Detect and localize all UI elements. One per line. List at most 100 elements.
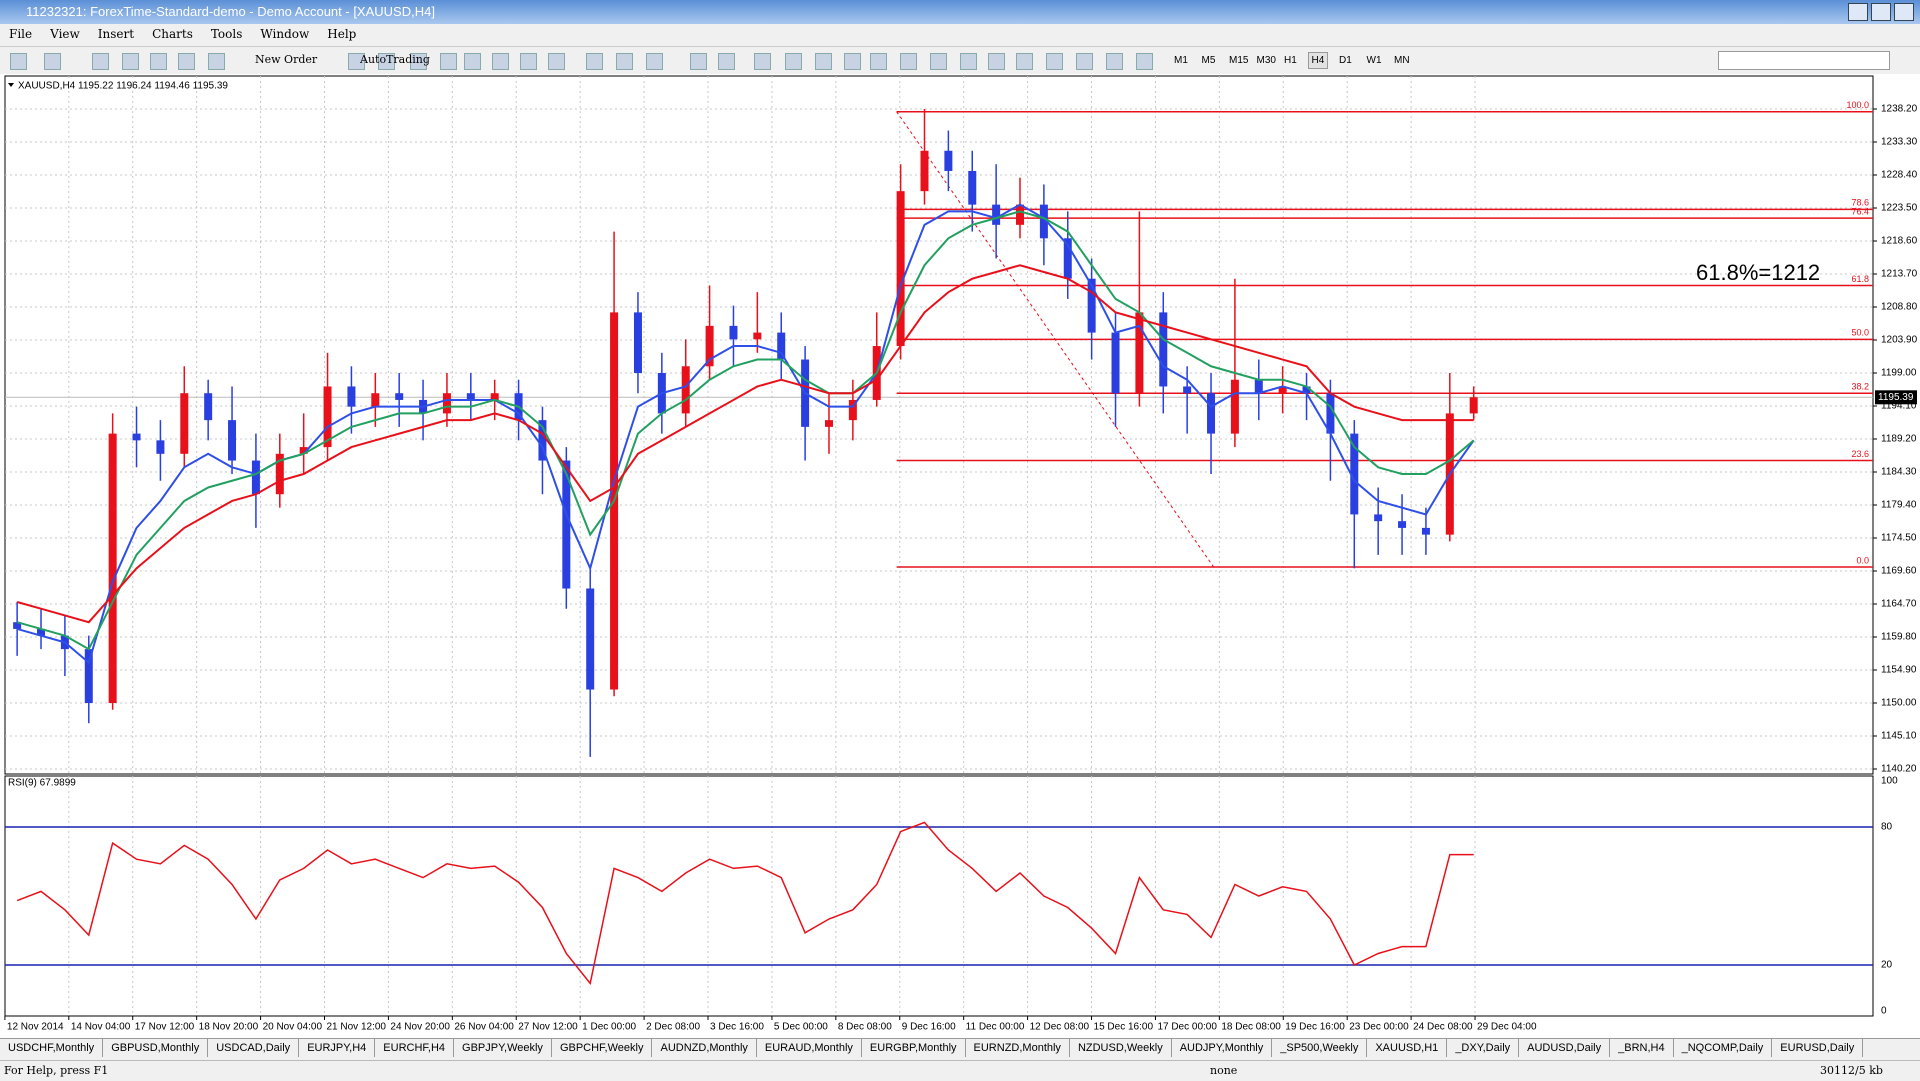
menu-item[interactable]: View	[50, 27, 80, 41]
y-tick-label: 1194.10	[1881, 401, 1917, 412]
timeframe-button[interactable]: H1	[1284, 55, 1297, 66]
toolbar-icon[interactable]	[718, 53, 735, 70]
x-tick-label: 3 Dec 16:00	[710, 1022, 764, 1033]
candle-body	[633, 312, 642, 373]
toolbar-icon[interactable]	[1076, 53, 1093, 70]
toolbar-icon[interactable]	[754, 53, 771, 70]
candle-body	[896, 191, 905, 347]
toolbar-icon[interactable]	[150, 53, 167, 70]
toolbar-icon[interactable]	[10, 53, 27, 70]
toolbar-icon[interactable]	[410, 53, 427, 70]
toolbar-icon[interactable]	[870, 53, 887, 70]
chart-tab[interactable]: EURCHF,H4	[375, 1039, 455, 1057]
candle-body	[1302, 386, 1311, 394]
toolbar-icon[interactable]	[44, 53, 61, 70]
chart-tab[interactable]: EURNZD,Monthly	[966, 1039, 1070, 1057]
toolbar-icon[interactable]	[348, 53, 365, 70]
toolbar-icon[interactable]	[646, 53, 663, 70]
chart-tab[interactable]: GBPCHF,Weekly	[552, 1039, 653, 1057]
candle-body	[228, 420, 237, 461]
chart-tab[interactable]: GBPUSD,Monthly	[103, 1039, 209, 1057]
chart-tab[interactable]: NZDUSD,Weekly	[1070, 1039, 1172, 1057]
chart-tab[interactable]: EURGBP,Monthly	[862, 1039, 966, 1057]
candle-body	[299, 447, 308, 454]
y-tick-label: 1199.00	[1881, 368, 1917, 379]
y-tick-label: 1169.60	[1881, 566, 1917, 577]
chart-tab[interactable]: AUDUSD,Daily	[1519, 1039, 1611, 1057]
toolbar-icon[interactable]	[690, 53, 707, 70]
y-tick-label: 1208.80	[1881, 302, 1918, 313]
toolbar-icon[interactable]	[92, 53, 109, 70]
timeframe-button[interactable]: H4	[1307, 52, 1329, 69]
candle-body	[777, 332, 786, 360]
candle-body	[1230, 379, 1239, 434]
autotrading-button[interactable]: AutoTrading	[360, 53, 430, 66]
toolbar-icon[interactable]	[930, 53, 947, 70]
toolbar-icon[interactable]	[815, 53, 832, 70]
chart-tab[interactable]: GBPJPY,Weekly	[454, 1039, 552, 1057]
chart-tab[interactable]: EURAUD,Monthly	[757, 1039, 862, 1057]
chart-tab[interactable]: _NQCOMP,Daily	[1674, 1039, 1773, 1057]
chart-tab[interactable]: XAUUSD,H1	[1367, 1039, 1448, 1057]
toolbar-icon[interactable]	[616, 53, 633, 70]
menu-item[interactable]: Tools	[210, 27, 243, 41]
chart-tab[interactable]: EURJPY,H4	[299, 1039, 376, 1057]
y-tick-label: 1179.40	[1881, 500, 1917, 511]
toolbar-icon[interactable]	[440, 53, 457, 70]
chart-tab[interactable]: AUDJPY,Monthly	[1172, 1039, 1273, 1057]
candle-body	[395, 393, 404, 400]
toolbar-icon[interactable]	[844, 53, 861, 70]
toolbar-icon[interactable]	[1016, 53, 1033, 70]
toolbar-icon[interactable]	[548, 53, 565, 70]
candle-body	[562, 460, 571, 589]
menu-item[interactable]: Help	[327, 27, 357, 41]
toolbar-icon[interactable]	[1136, 53, 1153, 70]
x-tick-label: 12 Nov 2014	[7, 1022, 64, 1033]
fib-label: 23.6	[1851, 449, 1869, 459]
chart-tab[interactable]: _DXY,Daily	[1447, 1039, 1520, 1057]
toolbar-icon[interactable]	[208, 53, 225, 70]
toolbar-icon[interactable]	[178, 53, 195, 70]
chart-tab[interactable]: _BRN,H4	[1610, 1039, 1674, 1057]
toolbar-icon[interactable]	[1046, 53, 1063, 70]
menu-item[interactable]: Window	[260, 27, 310, 41]
toolbar-icon[interactable]	[960, 53, 977, 70]
chart-tab[interactable]: AUDNZD,Monthly	[652, 1039, 757, 1057]
candle-body	[132, 433, 141, 441]
toolbar-icon[interactable]	[586, 53, 603, 70]
search-box[interactable]	[1718, 51, 1890, 70]
y-tick-label: 1174.50	[1881, 533, 1917, 544]
candle-body	[347, 386, 356, 407]
candle-body	[1039, 204, 1048, 239]
toolbar-icon[interactable]	[122, 53, 139, 70]
chart-tab[interactable]: EURUSD,Daily	[1772, 1039, 1864, 1057]
toolbar-icon[interactable]	[464, 53, 481, 70]
toolbar-icon[interactable]	[378, 53, 395, 70]
maximize[interactable]	[1871, 3, 1891, 21]
timeframe-button[interactable]: MN	[1394, 55, 1410, 66]
candle-body	[1469, 397, 1478, 414]
toolbar-icon[interactable]	[900, 53, 917, 70]
menu-item[interactable]: File	[9, 27, 33, 41]
toolbar-icon[interactable]	[520, 53, 537, 70]
menu-item[interactable]: Charts	[152, 27, 193, 41]
candle-body	[466, 393, 475, 400]
close[interactable]	[1894, 3, 1914, 21]
timeframe-button[interactable]: W1	[1366, 55, 1382, 66]
toolbar-icon[interactable]	[785, 53, 802, 70]
chart-tab[interactable]: USDCHF,Monthly	[0, 1039, 104, 1057]
toolbar-icon[interactable]	[492, 53, 509, 70]
timeframe-button[interactable]: M5	[1201, 55, 1216, 66]
toolbar-icon[interactable]	[988, 53, 1005, 70]
timeframe-button[interactable]: D1	[1339, 55, 1352, 66]
new-order-button[interactable]: New Order	[255, 53, 318, 66]
timeframe-button[interactable]: M15	[1229, 55, 1249, 66]
menu-item[interactable]: Insert	[97, 27, 135, 41]
chart-tab[interactable]: _SP500,Weekly	[1272, 1039, 1368, 1057]
chart-tab[interactable]: USDCAD,Daily	[208, 1039, 300, 1057]
timeframe-button[interactable]: M1	[1174, 55, 1188, 66]
toolbar-icon[interactable]	[1106, 53, 1123, 70]
minimize[interactable]	[1848, 3, 1868, 21]
candle-body	[538, 420, 547, 461]
timeframe-button[interactable]: M30	[1256, 55, 1276, 66]
